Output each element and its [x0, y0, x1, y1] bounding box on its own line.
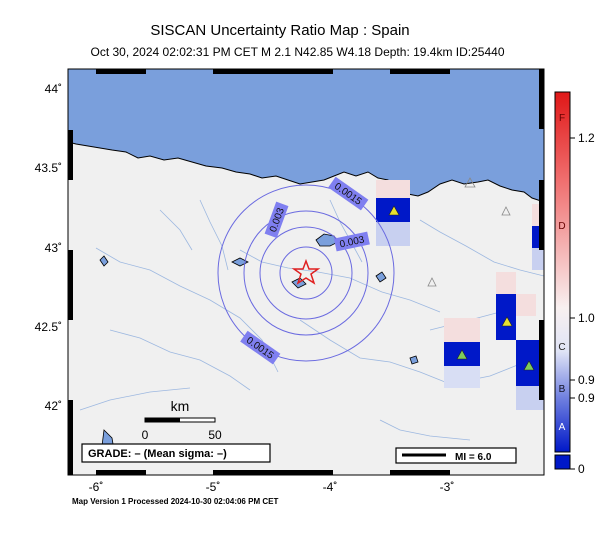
station-triangle-icon — [501, 316, 513, 327]
epicenter-star-icon[interactable] — [291, 258, 321, 285]
lat-tick-label: 42.5˚ — [35, 320, 62, 334]
longitude-labels: -6˚ -5˚ -4˚ -3˚ — [89, 480, 455, 494]
colorbar: F D C B A 1.2 1.0 0.9 0.9 0 — [554, 91, 595, 476]
latitude-labels: 44˚ 43.5˚ 43˚ 42.5˚ 42˚ — [35, 82, 62, 413]
lon-tick-label: -3˚ — [440, 480, 455, 494]
station-triangle-icon — [501, 206, 511, 216]
mi-label: MI = 6.0 — [455, 452, 492, 463]
station-triangle-icon — [464, 177, 476, 188]
lon-tick-label: -4˚ — [323, 480, 338, 494]
station-triangle-icon — [388, 205, 400, 216]
grade-box: GRADE: – (Mean sigma: –) — [81, 443, 271, 463]
station-triangle-icon — [523, 360, 535, 371]
colorbar-value: 0 — [578, 462, 585, 476]
uncertainty-contours — [217, 184, 395, 362]
scale-bar: km 0 50 — [142, 398, 222, 442]
scale-end: 50 — [208, 428, 222, 442]
ocean-area — [68, 69, 544, 203]
colorbar-letter: C — [558, 342, 565, 353]
colorbar-letter: F — [559, 113, 565, 124]
map-title: SISCAN Uncertainty Ratio Map : Spain — [150, 22, 410, 39]
lat-tick-label: 44˚ — [45, 82, 62, 96]
station-triangle-icon — [456, 349, 468, 360]
grade-label: GRADE: – (Mean sigma: –) — [88, 448, 227, 460]
colorbar-value: 1.2 — [578, 131, 595, 145]
lon-tick-label: -5˚ — [206, 480, 221, 494]
map-footer: Map Version 1 Processed 2024-10-30 02:04… — [72, 497, 279, 506]
map-frame — [67, 68, 545, 476]
colorbar-value: 1.0 — [578, 311, 595, 325]
rivers — [79, 199, 544, 441]
lat-tick-label: 43˚ — [45, 241, 62, 255]
colorbar-value: 0.9 — [578, 391, 595, 405]
colorbar-value: 0.9 — [578, 373, 595, 387]
colorbar-letter: A — [559, 422, 566, 433]
scale-unit: km — [171, 398, 190, 414]
seismic-stations — [388, 177, 535, 371]
mi-legend: MI = 6.0 — [395, 447, 517, 464]
lat-tick-label: 43.5˚ — [35, 161, 62, 175]
lon-tick-label: -6˚ — [89, 480, 104, 494]
colorbar-letter: B — [559, 384, 566, 395]
map-subtitle: Oct 30, 2024 02:02:31 PM CET M 2.1 N42.8… — [90, 45, 505, 59]
colorbar-letter: D — [558, 221, 565, 232]
contour-label: 0.003 — [339, 234, 366, 250]
station-triangle-icon — [427, 277, 437, 287]
scale-start: 0 — [142, 428, 149, 442]
map-canvas[interactable] — [68, 69, 544, 475]
lat-tick-label: 42˚ — [45, 399, 62, 413]
